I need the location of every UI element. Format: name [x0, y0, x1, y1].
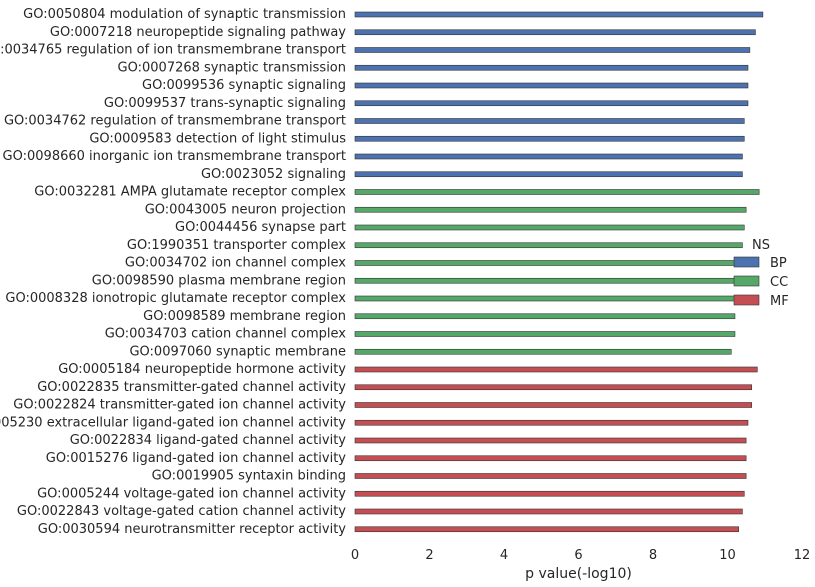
- y-tick-label: GO:0015276 ligand-gated ion channel acti…: [46, 451, 347, 466]
- bar-mf: [354, 384, 753, 391]
- y-tick-label: GO:0009583 detection of light stimulus: [89, 131, 346, 146]
- x-tick-label: 6: [574, 548, 582, 563]
- y-tick-label: GO:0005244 voltage-gated ion channel act…: [37, 486, 346, 501]
- bar-bp: [354, 135, 745, 142]
- x-tick-label: 10: [719, 548, 736, 563]
- y-tick-label: GO:0005230 extracellular ligand-gated io…: [0, 415, 346, 430]
- y-tick-label: GO:0098589 membrane region: [143, 309, 346, 324]
- plot-area: GO:0050804 modulation of synaptic transm…: [0, 7, 810, 563]
- bar-bp: [354, 171, 743, 178]
- bar-mf: [354, 419, 749, 426]
- bar-bp: [354, 29, 756, 36]
- y-tick-label: GO:0005184 neuropeptide hormone activity: [58, 362, 346, 377]
- bar-bp: [354, 118, 745, 124]
- bar-cc: [354, 331, 736, 337]
- legend-swatch-cc: [733, 275, 760, 287]
- y-tick-label: GO:0022835 transmitter-gated channel act…: [37, 380, 346, 395]
- y-tick-label: GO:0019905 syntaxin binding: [152, 469, 346, 484]
- y-tick-label: GO:0097060 synaptic membrane: [129, 344, 346, 359]
- bar-mf: [354, 366, 758, 373]
- bar-bp: [354, 47, 751, 53]
- bar-cc: [354, 242, 743, 249]
- bar-mf: [354, 402, 753, 408]
- x-tick-label: 4: [500, 548, 508, 563]
- x-tick-label: 0: [351, 548, 359, 563]
- y-tick-label: GO:0099536 synaptic signaling: [142, 78, 346, 93]
- bar-bp: [354, 11, 764, 18]
- bar-mf: [354, 526, 739, 533]
- y-tick-label: GO:0050804 modulation of synaptic transm…: [23, 7, 346, 22]
- legend-label-bp: BP: [770, 256, 787, 271]
- x-tick-label: 12: [794, 548, 811, 563]
- legend-swatch-bp: [733, 256, 760, 268]
- legend-swatch-mf: [733, 294, 760, 306]
- y-tick-label: GO:0034702 ion channel complex: [125, 256, 346, 271]
- bar-cc: [354, 206, 747, 213]
- x-tick-label: 8: [649, 548, 657, 563]
- y-tick-label: GO:1990351 transporter complex: [127, 238, 346, 253]
- bar-cc: [354, 313, 736, 320]
- y-tick-label: GO:0022834 ligand-gated channel activity: [70, 433, 347, 448]
- legend: NS BP CC MF: [733, 238, 789, 309]
- y-tick-label: GO:0098660 inorganic ion transmembrane t…: [3, 149, 346, 164]
- legend-title: NS: [752, 238, 770, 253]
- x-axis-label: p value(-log10): [525, 566, 632, 582]
- y-tick-label: GO:0032281 AMPA glutamate receptor compl…: [34, 185, 346, 200]
- bar-bp: [354, 64, 749, 71]
- y-tick-label: GO:0043005 neuron projection: [145, 202, 346, 217]
- bar-bp: [354, 100, 749, 107]
- y-tick-label: GO:0008328 ionotropic glutamate receptor…: [5, 291, 346, 306]
- legend-label-cc: CC: [770, 275, 788, 290]
- x-tick-label: 2: [425, 548, 433, 563]
- y-tick-label: GO:0099537 trans-synaptic signaling: [104, 96, 346, 111]
- y-tick-label: GO:0022843 voltage-gated cation channel …: [17, 504, 346, 519]
- bar-bp: [354, 153, 743, 160]
- y-tick-label: GO:0044456 synapse part: [175, 220, 346, 235]
- y-tick-label: GO:0030594 neurotransmitter receptor act…: [38, 522, 347, 537]
- y-tick-label: GO:0023052 signaling: [201, 167, 346, 182]
- bar-cc: [354, 224, 745, 231]
- legend-label-mf: MF: [770, 294, 789, 309]
- y-tick-label: GO:0007268 synaptic transmission: [118, 60, 346, 75]
- bar-bp: [354, 82, 749, 89]
- y-tick-label: GO:0034703 cation channel complex: [105, 327, 347, 342]
- y-tick-label: GO:0022824 transmitter-gated ion channel…: [13, 398, 346, 413]
- y-tick-label: GO:0034765 regulation of ion transmembra…: [0, 43, 346, 58]
- bar-mf: [354, 508, 743, 515]
- bar-mf: [354, 455, 747, 462]
- y-tick-label: GO:0034762 regulation of transmembrane t…: [4, 114, 346, 129]
- bar-cc: [354, 348, 732, 355]
- bar-mf: [354, 437, 747, 444]
- bar-cc: [354, 189, 760, 195]
- bar-cc: [354, 295, 738, 302]
- y-tick-label: GO:0098590 plasma membrane region: [92, 273, 346, 288]
- bar-mf: [354, 473, 747, 479]
- y-tick-label: GO:0007218 neuropeptide signaling pathwa…: [50, 25, 346, 40]
- bar-mf: [354, 490, 745, 497]
- bar-cc: [354, 277, 739, 284]
- bar-cc: [354, 260, 741, 266]
